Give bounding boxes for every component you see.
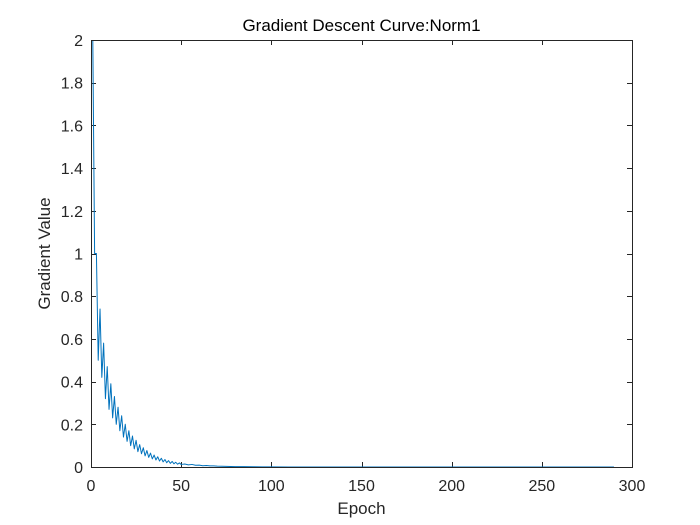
x-axis-label: Epoch [337,499,385,518]
series-group [92,39,614,468]
plot-frame [91,40,633,468]
y-tick-label: 0.6 [61,332,83,349]
y-tick-label: 1 [74,247,83,264]
y-tick-label: 0 [74,460,83,477]
x-tick-label: 0 [87,478,96,495]
x-tick-label: 200 [438,478,465,495]
y-tick-label: 1.8 [61,76,83,93]
x-tick-label: 300 [619,478,646,495]
chart-title: Gradient Descent Curve:Norm1 [242,16,480,35]
y-axis-ticks: 0 0.2 0.4 0.6 0.8 1 1.2 1.4 1.6 1.8 2 [61,33,632,477]
y-tick-label: 0.2 [61,417,83,434]
x-tick-label: 100 [258,478,285,495]
x-tick-label: 150 [348,478,375,495]
y-tick-label: 2 [74,33,83,50]
x-tick-label: 50 [172,478,190,495]
x-tick-label: 250 [528,478,555,495]
y-tick-label: 1.4 [61,161,83,178]
y-tick-label: 1.6 [61,118,83,135]
series-line [92,39,614,468]
y-tick-label: 0.8 [61,289,83,306]
plot-area [91,40,632,467]
y-tick-label: 1.2 [61,204,83,221]
y-tick-label: 0.4 [61,375,83,392]
x-axis-ticks: 0 50 100 150 200 250 300 [87,40,646,495]
y-axis-label: Gradient Value [35,197,54,309]
